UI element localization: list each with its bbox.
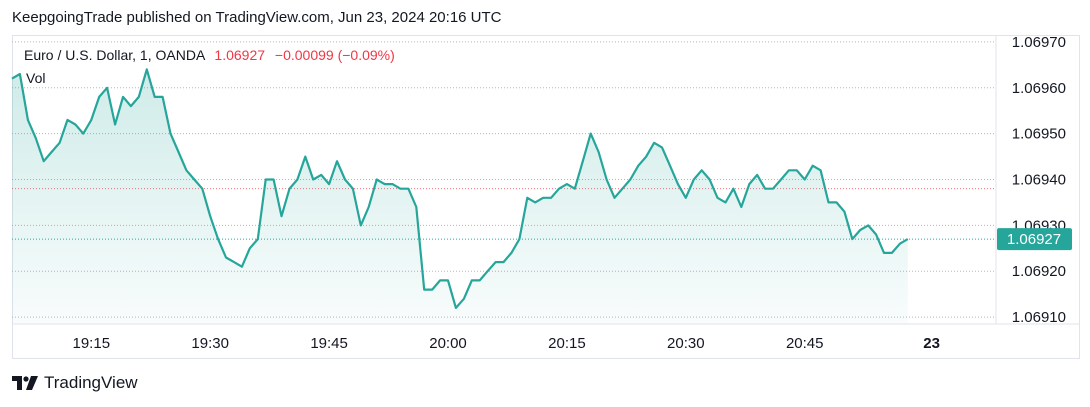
symbol-name[interactable]: Euro / U.S. Dollar, 1, OANDA bbox=[24, 47, 205, 63]
x-tick-label: 19:30 bbox=[191, 335, 229, 352]
x-tick-label: 19:15 bbox=[73, 335, 111, 352]
series-area bbox=[11, 68, 909, 325]
publisher-line: KeepgoingTrade published on TradingView.… bbox=[12, 9, 502, 26]
last-price-tag-label: 1.06927 bbox=[1007, 231, 1061, 248]
y-tick-label: 1.06950 bbox=[1012, 126, 1066, 143]
footer-brand: TradingView bbox=[44, 373, 138, 392]
last-price-tag: 1.06927 bbox=[997, 228, 1072, 251]
time-axis: 19:15 19:30 19:45 20:00 20:15 20:30 20:45 23 bbox=[12, 323, 1080, 352]
price-change-value: −0.00099 (−0.09%) bbox=[274, 47, 395, 63]
y-tick-label: 1.06940 bbox=[1012, 172, 1066, 189]
x-tick-label: 23 bbox=[923, 335, 940, 352]
last-price-value: 1.06927 bbox=[214, 47, 266, 63]
y-tick-label: 1.06960 bbox=[1012, 80, 1066, 97]
series-area-fill bbox=[12, 69, 908, 325]
x-tick-label: 20:15 bbox=[548, 335, 586, 352]
y-tick-label: 1.06970 bbox=[1012, 34, 1066, 51]
x-tick-label: 20:45 bbox=[786, 335, 824, 352]
y-tick-label: 1.06910 bbox=[1012, 309, 1066, 326]
series-line[interactable] bbox=[11, 68, 909, 309]
price-axis: 1.069101.069201.069301.069401.069501.069… bbox=[995, 34, 1066, 326]
x-tick-label: 20:30 bbox=[667, 335, 705, 352]
tradingview-logo[interactable]: TradingView bbox=[12, 373, 138, 393]
y-tick-label: 1.06920 bbox=[1012, 263, 1066, 280]
chart-legend: Euro / U.S. Dollar, 1, OANDA 1.06927 −0.… bbox=[24, 47, 395, 63]
x-tick-label: 19:45 bbox=[310, 335, 348, 352]
volume-indicator-label[interactable]: Vol bbox=[26, 70, 46, 86]
last-price-tag-bg bbox=[997, 228, 1072, 251]
x-tick-label: 20:00 bbox=[429, 335, 467, 352]
tradingview-logo-icon bbox=[12, 376, 38, 390]
